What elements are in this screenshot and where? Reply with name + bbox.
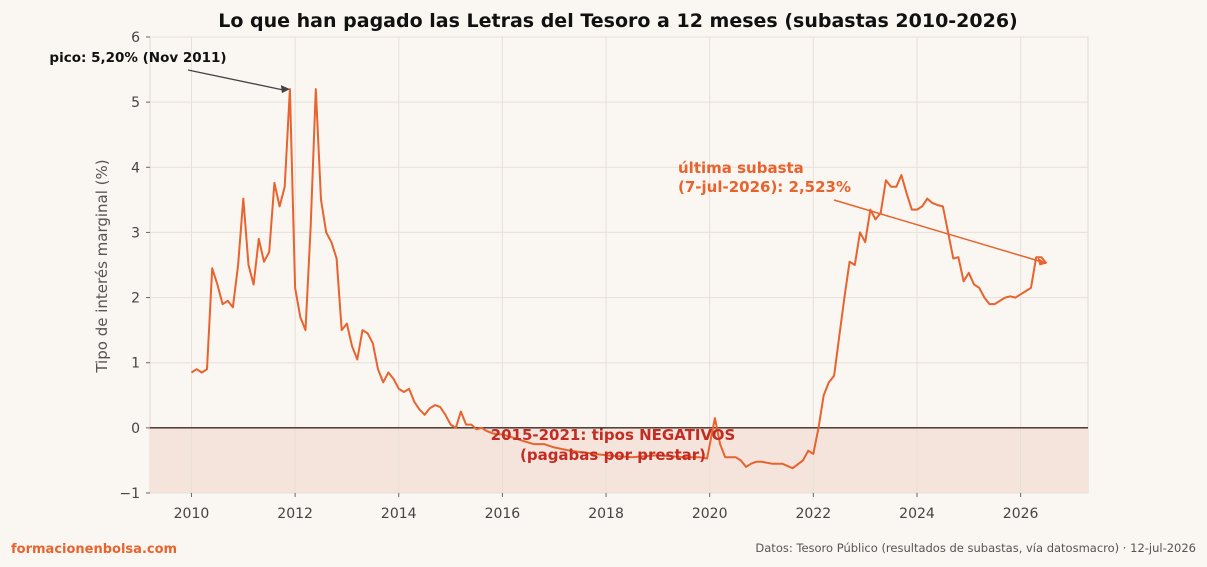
series-layer [190, 88, 1048, 470]
brand-label: formacionenbolsa.com [11, 542, 177, 557]
last-auction-annotation-line1: última subasta [678, 159, 804, 177]
rate-series-line [190, 88, 1048, 470]
source-note: Datos: Tesoro Público (resultados de sub… [755, 541, 1196, 555]
y-tick-label: 0 [131, 421, 140, 437]
y-tick-label: 1 [131, 356, 140, 372]
annotations: pico: 5,20% (Nov 2011) última subasta (7… [49, 50, 1047, 464]
x-tick-label: 2022 [796, 506, 832, 522]
y-tick-label: 2 [131, 291, 140, 307]
last-auction-arrowhead [1037, 257, 1047, 266]
plot-area [149, 36, 1089, 494]
y-tick-label: −1 [119, 486, 140, 502]
negative-rates-annotation-line2: (pagabas por prestar) [520, 446, 706, 464]
last-auction-arrow [833, 199, 1041, 263]
gridlines [150, 36, 1088, 494]
x-tick-label: 2018 [588, 506, 624, 522]
last-auction-annotation-line2: (7-jul-2026): 2,523% [678, 178, 851, 196]
y-tick-label: 4 [131, 160, 140, 176]
y-tick-label: 6 [131, 30, 140, 46]
negative-rates-annotation-line1: 2015-2021: tipos NEGATIVOS [491, 426, 736, 444]
y-tick-label: 3 [131, 225, 140, 241]
peak-arrow [187, 69, 285, 91]
y-axis-ticks: −1 0 1 2 3 4 5 6 [119, 30, 150, 502]
x-tick-label: 2010 [174, 506, 210, 522]
negative-rates-band [150, 427, 1088, 493]
x-tick-label: 2024 [899, 506, 935, 522]
x-tick-label: 2012 [277, 506, 313, 522]
y-tick-label: 5 [131, 95, 140, 111]
chart-title: Lo que han pagado las Letras del Tesoro … [218, 10, 1018, 32]
plot-frame [149, 36, 1089, 494]
x-tick-label: 2014 [381, 506, 417, 522]
x-axis-ticks: 2010 2012 2014 2016 2018 2020 2022 2024 2026 [174, 493, 1039, 522]
peak-arrowhead [280, 85, 290, 94]
x-tick-label: 2026 [1003, 506, 1039, 522]
y-axis-label: Tipo de interés marginal (%) [93, 159, 111, 373]
x-tick-label: 2016 [485, 506, 521, 522]
peak-annotation: pico: 5,20% (Nov 2011) [49, 50, 226, 66]
x-tick-label: 2020 [692, 506, 728, 522]
